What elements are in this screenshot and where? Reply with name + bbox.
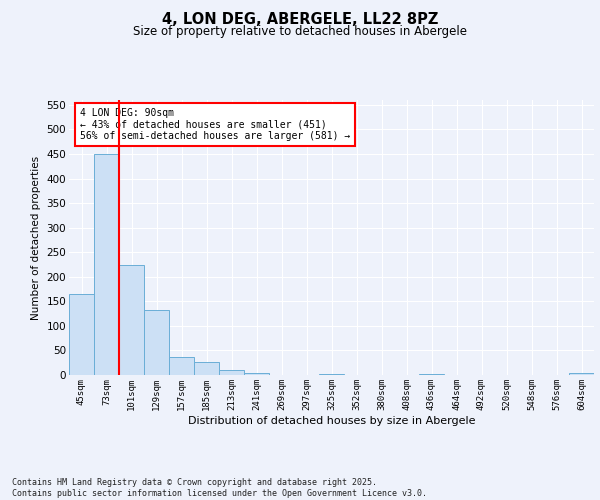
Bar xyxy=(319,374,344,375)
Bar xyxy=(194,362,219,375)
Bar xyxy=(119,264,144,375)
Bar xyxy=(419,374,444,375)
Bar xyxy=(244,372,269,375)
Text: Contains HM Land Registry data © Crown copyright and database right 2025.
Contai: Contains HM Land Registry data © Crown c… xyxy=(12,478,427,498)
Text: Size of property relative to detached houses in Abergele: Size of property relative to detached ho… xyxy=(133,25,467,38)
Bar xyxy=(569,373,594,375)
Bar xyxy=(144,310,169,375)
Bar xyxy=(219,370,244,375)
Text: 4, LON DEG, ABERGELE, LL22 8PZ: 4, LON DEG, ABERGELE, LL22 8PZ xyxy=(162,12,438,28)
Y-axis label: Number of detached properties: Number of detached properties xyxy=(31,156,41,320)
Text: 4 LON DEG: 90sqm
← 43% of detached houses are smaller (451)
56% of semi-detached: 4 LON DEG: 90sqm ← 43% of detached house… xyxy=(79,108,350,142)
Bar xyxy=(69,294,94,375)
X-axis label: Distribution of detached houses by size in Abergele: Distribution of detached houses by size … xyxy=(188,416,475,426)
Bar xyxy=(169,358,194,375)
Bar xyxy=(94,154,119,375)
